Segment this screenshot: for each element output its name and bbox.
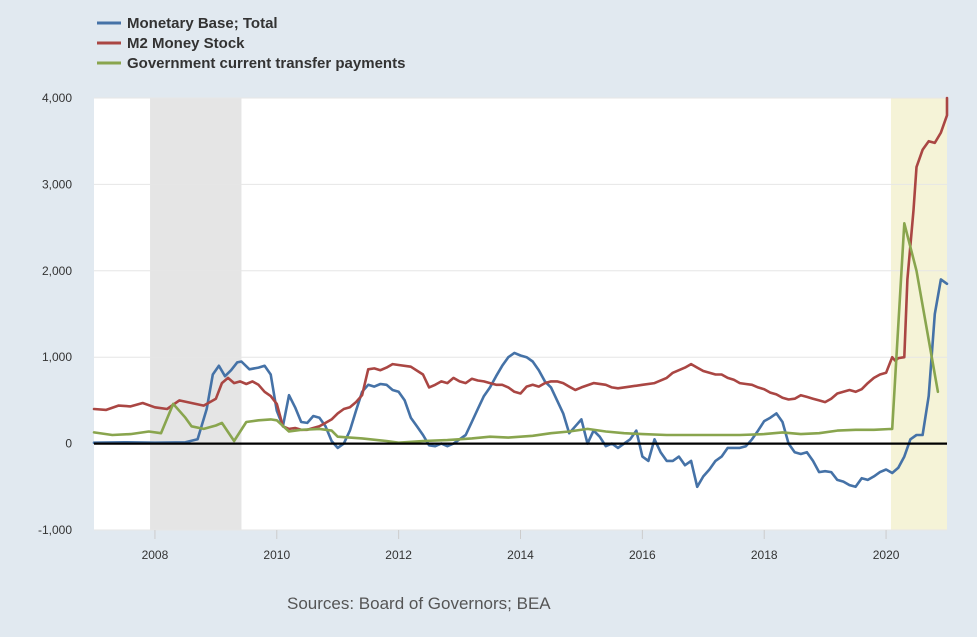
y-tick-label: 3,000 [42, 177, 72, 191]
x-axis: 2008 2010 2012 2014 2016 2018 2020 [142, 530, 900, 562]
y-tick-label: -1,000 [38, 523, 72, 537]
source-note: Sources: Board of Governors; BEA [287, 594, 551, 613]
series-line-0 [92, 278, 949, 489]
shaded-regions [150, 98, 947, 530]
legend-label-2: Government current transfer payments [127, 55, 405, 72]
y-tick-label: 2,000 [42, 264, 72, 278]
shaded-region-0 [150, 98, 242, 530]
x-tick-label: 2008 [142, 548, 169, 562]
series-line-2 [92, 222, 940, 445]
legend-label-1: M2 Money Stock [127, 35, 245, 52]
legend: Monetary Base; Total M2 Money Stock Govern… [97, 15, 405, 72]
legend-label-0: Monetary Base; Total [127, 15, 278, 32]
x-tick-label: 2014 [507, 548, 534, 562]
x-tick-label: 2010 [263, 548, 290, 562]
series-line-1 [92, 96, 949, 432]
shaded-region-1 [890, 98, 947, 530]
x-tick-label: 2020 [873, 548, 900, 562]
y-axis: 4,000 3,000 2,000 1,000 0 -1,000 [38, 91, 72, 537]
y-tick-label: 0 [65, 437, 72, 451]
x-tick-label: 2018 [751, 548, 778, 562]
y-tick-label: 1,000 [42, 350, 72, 364]
series-layer [92, 96, 949, 489]
y-tick-label: 4,000 [42, 91, 72, 105]
x-tick-label: 2016 [629, 548, 656, 562]
x-tick-label: 2012 [385, 548, 412, 562]
